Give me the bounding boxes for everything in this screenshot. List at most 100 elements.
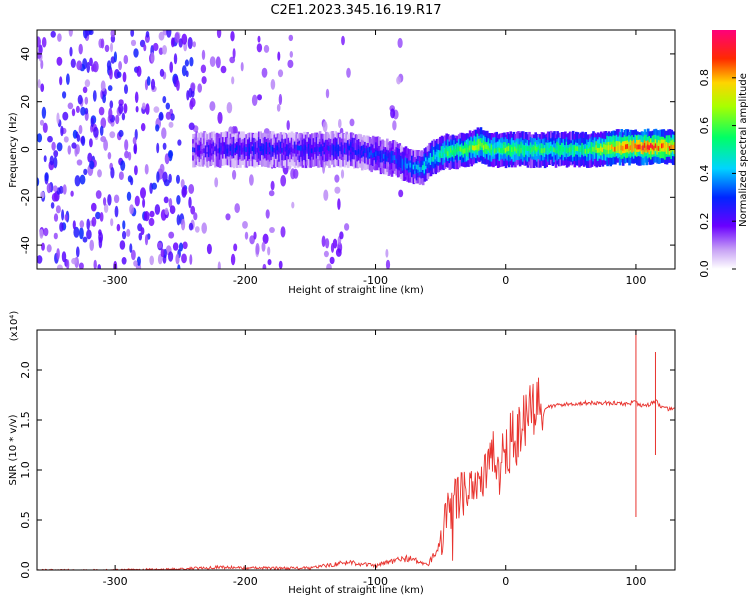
heatmap-y-ticks: -40 -20 0 20 40 xyxy=(19,47,675,254)
heatmap-noise-cell xyxy=(86,61,90,74)
heatmap-band-cell xyxy=(351,147,355,152)
heatmap-band-cell xyxy=(648,145,652,151)
heatmap-noise-cell xyxy=(46,183,52,194)
heatmap-band-cell xyxy=(567,148,570,154)
heatmap-band-cell xyxy=(326,145,330,151)
heatmap-noise-cell xyxy=(123,54,129,65)
heatmap-noise-cell xyxy=(41,37,47,48)
heatmap-band-cell xyxy=(271,147,275,152)
heatmap-band-cell xyxy=(651,144,655,150)
heatmap-noise-cell xyxy=(90,117,95,128)
heatmap-noise-cell xyxy=(87,152,93,163)
heatmap-band-cell xyxy=(593,147,597,153)
heatmap-noise-cell xyxy=(187,37,193,49)
heatmap-noise-cell xyxy=(166,30,172,38)
heatmap-noise-cell xyxy=(181,33,188,45)
heatmap-noise-cell xyxy=(121,112,126,121)
heatmap-noise-cell xyxy=(86,229,92,240)
heatmap-noise-cell xyxy=(217,111,223,124)
heatmap-band-cell xyxy=(507,146,511,151)
heatmap-noise-cell xyxy=(145,31,150,38)
heatmap-noise-cell xyxy=(61,209,65,221)
heatmap-noise-cell xyxy=(143,211,150,222)
heatmap-noise-cell xyxy=(233,243,238,252)
heatmap-band-cell xyxy=(373,152,377,157)
heatmap-noise-cell xyxy=(163,179,170,187)
heatmap-band-cell xyxy=(240,145,244,151)
heatmap-band-cell xyxy=(623,146,627,152)
heatmap-band-cell xyxy=(229,146,233,151)
heatmap-noise-cell xyxy=(89,138,93,148)
heatmap-band-cell xyxy=(559,145,562,157)
heatmap-noise-cell xyxy=(162,45,167,55)
heatmap-y-tick-label: 40 xyxy=(19,47,32,61)
heatmap-noise-cell xyxy=(61,251,67,263)
heatmap-noise-cell xyxy=(122,230,127,240)
heatmap-noise-cell xyxy=(119,240,126,250)
heatmap-noise-cell xyxy=(99,125,104,136)
heatmap-band-cell xyxy=(464,148,467,154)
heatmap-noise-cell xyxy=(53,232,58,240)
heatmap-band-cell xyxy=(396,152,400,165)
heatmap-noise-cell xyxy=(86,218,90,230)
heatmap-noise-cell xyxy=(60,125,64,137)
heatmap-noise-cell xyxy=(83,168,88,176)
heatmap-band-cell xyxy=(645,145,648,151)
heatmap-band-cell xyxy=(457,146,461,152)
heatmap-noise-cell xyxy=(270,79,276,90)
heatmap-band-cell xyxy=(236,145,239,151)
heatmap-noise-cell xyxy=(188,184,195,194)
heatmap-noise-cell xyxy=(75,144,80,155)
heatmap-band-cell xyxy=(589,147,592,153)
heatmap-band-cell xyxy=(612,140,616,153)
heatmap-band-cell xyxy=(614,146,617,152)
heatmap-band-cell xyxy=(640,145,644,151)
snr-line xyxy=(37,377,675,570)
heatmap-noise-cell xyxy=(344,223,350,231)
heatmap-noise-cell xyxy=(286,120,290,131)
heatmap-band-cell xyxy=(600,146,603,152)
heatmap-band-cell xyxy=(568,147,572,153)
heatmap-band-cell xyxy=(259,145,262,158)
heatmap-noise-cell xyxy=(113,194,120,204)
heatmap-band-cell xyxy=(246,148,250,154)
heatmap-noise-cell xyxy=(168,173,172,183)
heatmap-band-cell xyxy=(525,145,528,151)
heatmap-noise-cell xyxy=(278,93,283,106)
heatmap-y-tick-label: 0 xyxy=(19,146,32,153)
heatmap-band-cell xyxy=(354,142,358,155)
heatmap-band-cell xyxy=(212,145,216,151)
heatmap-noise-cell xyxy=(291,201,295,209)
heatmap-band-cell xyxy=(461,147,464,153)
heatmap-band-cell xyxy=(276,145,280,151)
heatmap-band-cell xyxy=(320,147,323,152)
heatmap-noise-cell xyxy=(149,255,154,266)
heatmap-band-cell xyxy=(420,160,423,173)
heatmap-noise-cell xyxy=(398,189,404,198)
heatmap-noise-cell xyxy=(135,106,139,113)
heatmap-band-cell xyxy=(578,147,581,153)
heatmap-band-cell xyxy=(442,152,445,158)
heatmap-band-cell xyxy=(439,152,442,158)
heatmap-band-cell xyxy=(218,147,222,153)
heatmap-band-cell xyxy=(223,145,227,151)
heatmap-band-cell xyxy=(334,146,337,152)
heatmap-band-cell xyxy=(239,146,242,151)
heatmap-band-cell xyxy=(631,145,634,151)
heatmap-band-cell xyxy=(228,148,231,153)
heatmap-noise-cell xyxy=(124,150,130,159)
heatmap-band-cell xyxy=(201,149,205,154)
heatmap-noise-cell xyxy=(59,76,63,86)
heatmap-band-cell xyxy=(275,148,278,154)
heatmap-noise-cell xyxy=(53,213,59,222)
heatmap-noise-cell xyxy=(75,105,80,113)
heatmap-noise-cell xyxy=(249,235,255,245)
heatmap-noise-cell xyxy=(261,67,268,78)
heatmap-band-cell xyxy=(243,145,247,157)
heatmap-band-cell xyxy=(209,148,212,154)
heatmap-band-cell xyxy=(362,144,366,157)
heatmap-noise-cell xyxy=(62,111,69,121)
heatmap-band-cell xyxy=(311,148,314,154)
